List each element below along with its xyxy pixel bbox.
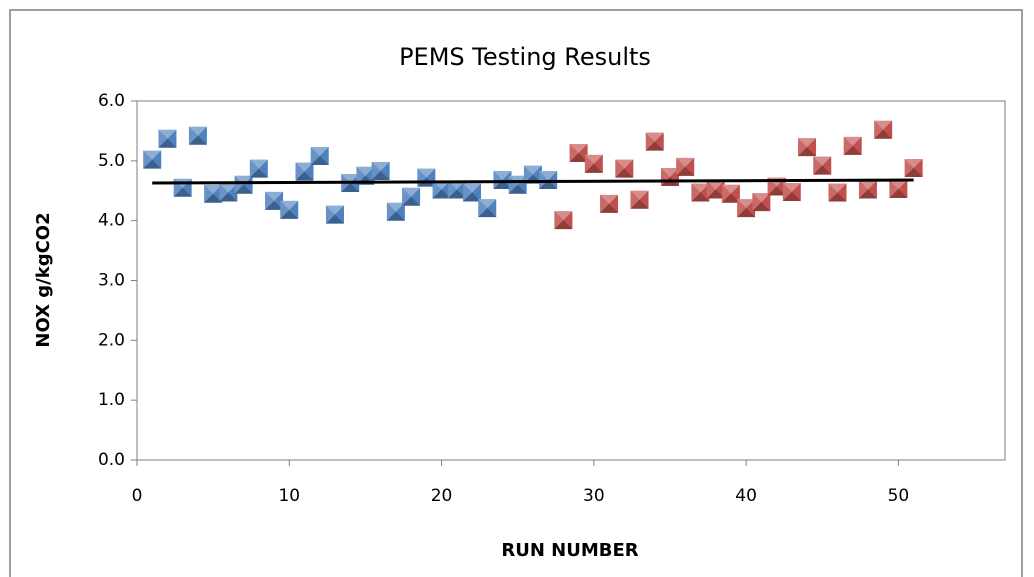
marker — [204, 184, 223, 203]
marker — [386, 202, 405, 221]
marker — [813, 156, 832, 175]
marker — [584, 154, 603, 173]
y-tick-label: 6.0 — [98, 91, 125, 111]
marker — [371, 162, 390, 181]
marker — [554, 211, 573, 230]
x-tick-label: 50 — [888, 486, 910, 506]
marker — [752, 193, 771, 212]
y-tick-label: 0.0 — [98, 450, 125, 470]
x-axis-title: RUN NUMBER — [501, 540, 638, 561]
marker — [828, 183, 847, 202]
marker — [843, 136, 862, 155]
marker — [721, 184, 740, 203]
y-tick-label: 2.0 — [98, 330, 125, 350]
y-axis-title: NOX g/kgCO2 — [33, 212, 54, 347]
marker — [265, 191, 284, 210]
marker — [188, 126, 207, 145]
marker — [493, 170, 512, 189]
marker — [310, 147, 329, 166]
trendline — [152, 178, 914, 185]
marker — [295, 162, 314, 181]
marker — [158, 129, 177, 148]
marker — [904, 159, 923, 178]
marker — [402, 187, 421, 206]
marker — [858, 180, 877, 199]
chart-title: PEMS Testing Results — [399, 43, 651, 71]
marker — [463, 183, 482, 202]
marker — [143, 150, 162, 169]
marker — [539, 170, 558, 189]
marker — [645, 132, 664, 151]
marker — [280, 200, 299, 219]
marker — [478, 199, 497, 218]
y-tick-label: 1.0 — [98, 390, 125, 410]
marker — [798, 138, 817, 157]
y-tick-label: 5.0 — [98, 151, 125, 171]
x-tick-label: 40 — [735, 486, 757, 506]
marker — [600, 194, 619, 213]
y-tick-label: 4.0 — [98, 211, 125, 231]
marker — [889, 179, 908, 198]
marker — [219, 183, 238, 202]
x-tick-label: 0 — [132, 486, 143, 506]
marker — [249, 159, 268, 178]
x-tick-label: 30 — [583, 486, 605, 506]
marker — [569, 144, 588, 163]
y-tick-label: 3.0 — [98, 271, 125, 291]
marker — [630, 190, 649, 209]
marker — [737, 199, 756, 218]
marker — [782, 182, 801, 201]
marker — [325, 205, 344, 224]
marker — [234, 175, 253, 194]
marker — [874, 120, 893, 139]
x-tick-label: 20 — [431, 486, 453, 506]
marker — [676, 157, 695, 176]
marker — [691, 183, 710, 202]
x-tick-label: 10 — [278, 486, 300, 506]
marker — [615, 159, 634, 178]
marker — [706, 180, 725, 199]
